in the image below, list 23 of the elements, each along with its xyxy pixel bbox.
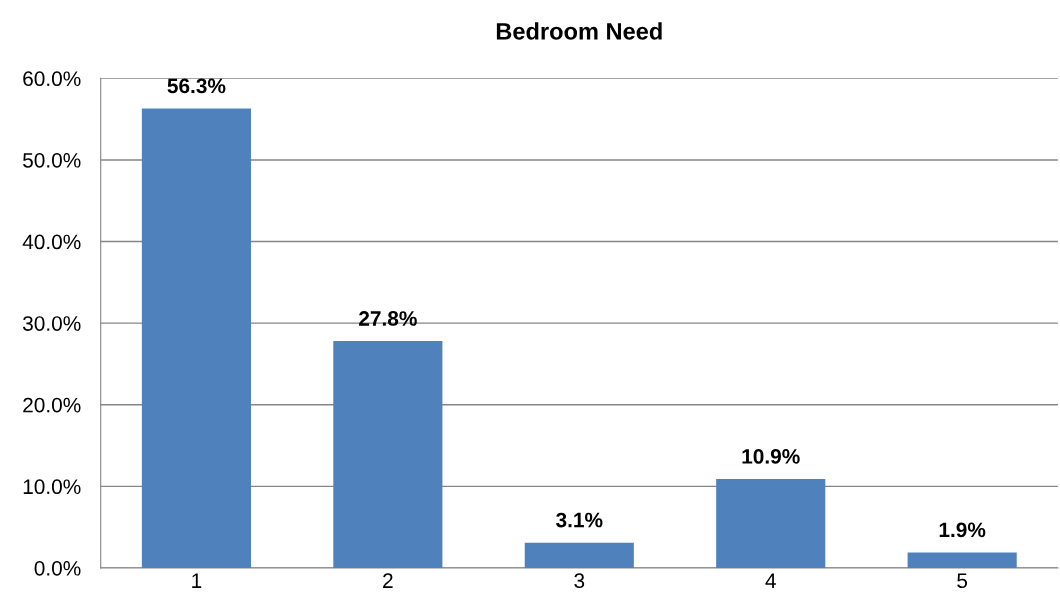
- y-tick-label: 0.0%: [34, 560, 81, 576]
- y-tick-label: 40.0%: [22, 234, 81, 250]
- y-tick-label: 50.0%: [23, 152, 81, 168]
- x-tick-label: 2: [383, 573, 393, 588]
- y-tick-label: 20.0%: [23, 397, 81, 413]
- data-label: 10.9%: [742, 449, 800, 464]
- data-label: 3.1%: [556, 512, 603, 528]
- x-tick-label: 4: [765, 573, 776, 588]
- x-tick-label: 5: [957, 573, 968, 589]
- bar: [716, 478, 826, 568]
- y-tick-label: 30.0%: [22, 316, 81, 331]
- chart-title: Bedroom Need: [496, 22, 662, 40]
- bar: [141, 108, 251, 568]
- x-tick-label: 3: [574, 573, 585, 589]
- bar: [333, 341, 443, 568]
- x-tick-label: 1: [192, 573, 202, 588]
- bar: [524, 542, 634, 568]
- y-tick-label: 60.0%: [23, 71, 81, 87]
- bar: [907, 552, 1017, 568]
- data-label: 56.3%: [167, 78, 226, 94]
- data-label: 1.9%: [939, 522, 986, 538]
- data-label: 27.8%: [359, 311, 417, 326]
- y-tick-label: 10.0%: [23, 479, 81, 495]
